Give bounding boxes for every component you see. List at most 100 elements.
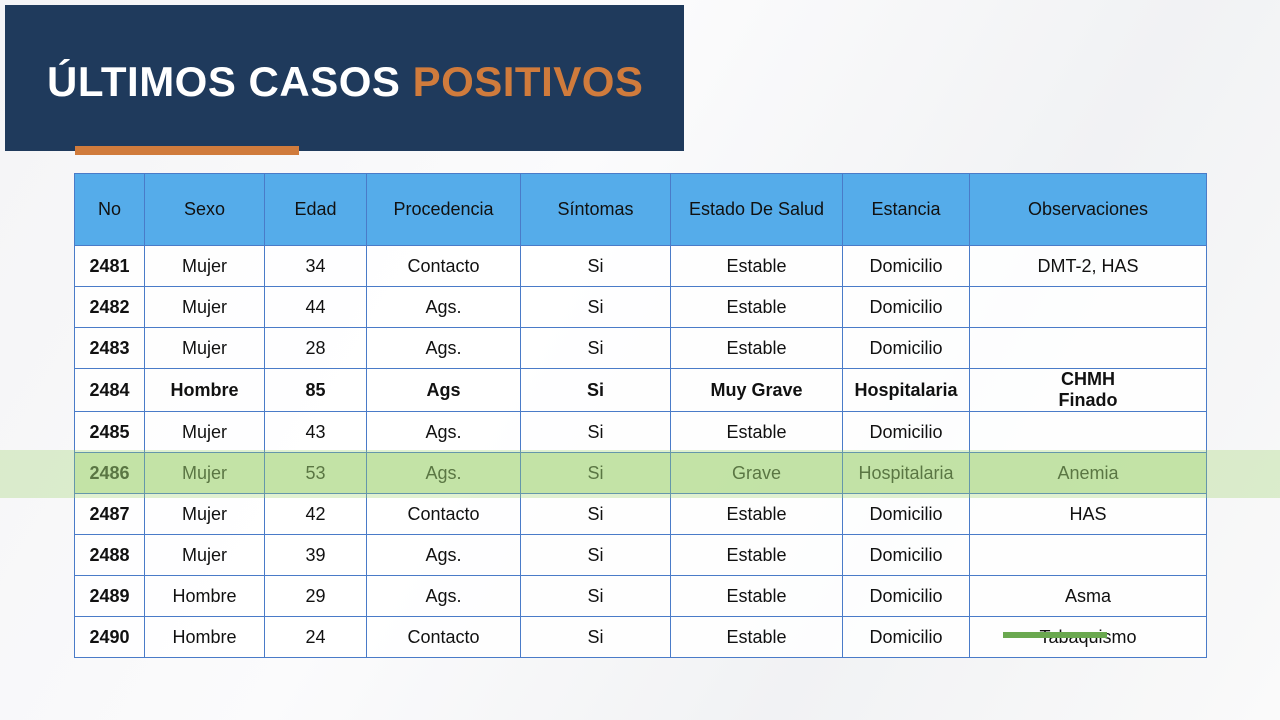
table-cell: 85 <box>264 368 367 412</box>
table-cell: 28 <box>264 327 367 369</box>
table-cell: Si <box>520 286 671 328</box>
table-cell: Contacto <box>366 493 521 535</box>
table-cell: 2485 <box>74 411 145 453</box>
table-cell: 42 <box>264 493 367 535</box>
table-row: 2482 Mujer 44 Ags. Si Estable Domicilio <box>74 286 1207 328</box>
table-cell: Domicilio <box>842 411 970 453</box>
table-cell: Estable <box>670 411 843 453</box>
table-row: 2488 Mujer 39 Ags. Si Estable Domicilio <box>74 534 1207 576</box>
table-row: 2483 Mujer 28 Ags. Si Estable Domicilio <box>74 327 1207 369</box>
table-cell: 2488 <box>74 534 145 576</box>
table-cell: Mujer <box>144 245 265 287</box>
table-row: 2481 Mujer 34 Contacto Si Estable Domicilio DMT… <box>74 245 1207 287</box>
highlight-band <box>0 450 1280 498</box>
table-cell: 2487 <box>74 493 145 535</box>
table-cell: Mujer <box>144 411 265 453</box>
table-cell: 2486 <box>74 452 145 494</box>
table-cell: CHMH Finado <box>969 368 1207 412</box>
table-cell: Si <box>520 493 671 535</box>
table-cell <box>969 534 1207 576</box>
table-cell: Estable <box>670 327 843 369</box>
table-cell: Si <box>520 368 671 412</box>
cell-line: Finado <box>1058 390 1118 410</box>
table-cell: 39 <box>264 534 367 576</box>
title-accent: POSITIVOS <box>412 58 644 105</box>
table-cell: Mujer <box>144 534 265 576</box>
column-header: Edad <box>264 173 367 246</box>
table-cell: Contacto <box>366 616 521 658</box>
table-cell: Estable <box>670 245 843 287</box>
table-cell: HAS <box>969 493 1207 535</box>
table-cell: Estable <box>670 286 843 328</box>
table-cell: Si <box>520 452 671 494</box>
table-cell: Hombre <box>144 368 265 412</box>
table-cell: Estable <box>670 616 843 658</box>
table-row: 2485 Mujer 43 Ags. Si Estable Domicilio <box>74 411 1207 453</box>
table-cell: Grave <box>670 452 843 494</box>
table-cell: 2490 <box>74 616 145 658</box>
table-cell: Mujer <box>144 493 265 535</box>
table-row: 2486 Mujer 53 Ags. Si Grave Hospitalaria Anemia <box>74 452 1207 494</box>
table-cell: Ags. <box>366 286 521 328</box>
table-cell: Ags. <box>366 575 521 617</box>
table-cell: Domicilio <box>842 534 970 576</box>
table-row: 2484 Hombre 85 Ags Si Muy Grave Hospitalaria CH… <box>74 368 1207 412</box>
cell-line: CHMH <box>1061 369 1115 389</box>
table-cell: Domicilio <box>842 245 970 287</box>
table-cell: Domicilio <box>842 327 970 369</box>
table-row: 2487 Mujer 42 Contacto Si Estable Domicilio HAS <box>74 493 1207 535</box>
table-cell: Si <box>520 245 671 287</box>
table-cell: Mujer <box>144 286 265 328</box>
table-cell: 34 <box>264 245 367 287</box>
table-cell: Si <box>520 327 671 369</box>
cases-table: No Sexo Edad Procedencia Síntomas Estado De S… <box>74 173 1207 658</box>
table-cell: 2481 <box>74 245 145 287</box>
table-cell: Estable <box>670 493 843 535</box>
table-cell: 2483 <box>74 327 145 369</box>
table-cell: Hospitalaria <box>842 452 970 494</box>
table-cell: Si <box>520 411 671 453</box>
table-cell <box>969 411 1207 453</box>
table-cell <box>969 327 1207 369</box>
column-header: Síntomas <box>520 173 671 246</box>
title-bar <box>5 5 684 151</box>
table-cell: 2482 <box>74 286 145 328</box>
header-row: No Sexo Edad Procedencia Síntomas Estado De S… <box>74 173 1207 246</box>
table-cell: Domicilio <box>842 575 970 617</box>
table-cell: Ags. <box>366 411 521 453</box>
table-cell: Asma <box>969 575 1207 617</box>
column-header: Procedencia <box>366 173 521 246</box>
column-header: No <box>74 173 145 246</box>
table-cell: Si <box>520 575 671 617</box>
column-header: Sexo <box>144 173 265 246</box>
table-cell: Domicilio <box>842 286 970 328</box>
table-cell: Anemia <box>969 452 1207 494</box>
table-cell: Estable <box>670 534 843 576</box>
table-cell: Mujer <box>144 452 265 494</box>
table-cell: Domicilio <box>842 493 970 535</box>
column-header: Estancia <box>842 173 970 246</box>
table-cell: Contacto <box>366 245 521 287</box>
title-underline <box>75 146 299 155</box>
table-cell: Si <box>520 616 671 658</box>
table-cell: 2489 <box>74 575 145 617</box>
table-cell: Mujer <box>144 327 265 369</box>
highlight-mark <box>1003 632 1107 638</box>
table-cell: DMT-2, HAS <box>969 245 1207 287</box>
table-cell: Ags <box>366 368 521 412</box>
column-header: Observaciones <box>969 173 1207 246</box>
title-main: ÚLTIMOS CASOS <box>47 58 401 105</box>
table-cell: 44 <box>264 286 367 328</box>
table-cell: Hombre <box>144 575 265 617</box>
table-cell: 2484 <box>74 368 145 412</box>
table-cell: 29 <box>264 575 367 617</box>
column-header: Estado De Salud <box>670 173 843 246</box>
table-row: 2489 Hombre 29 Ags. Si Estable Domicilio Asma <box>74 575 1207 617</box>
table-cell: Ags. <box>366 327 521 369</box>
table-cell: 43 <box>264 411 367 453</box>
table-cell <box>969 286 1207 328</box>
table-cell: Ags. <box>366 452 521 494</box>
table-cell: Hombre <box>144 616 265 658</box>
table-cell: Estable <box>670 575 843 617</box>
